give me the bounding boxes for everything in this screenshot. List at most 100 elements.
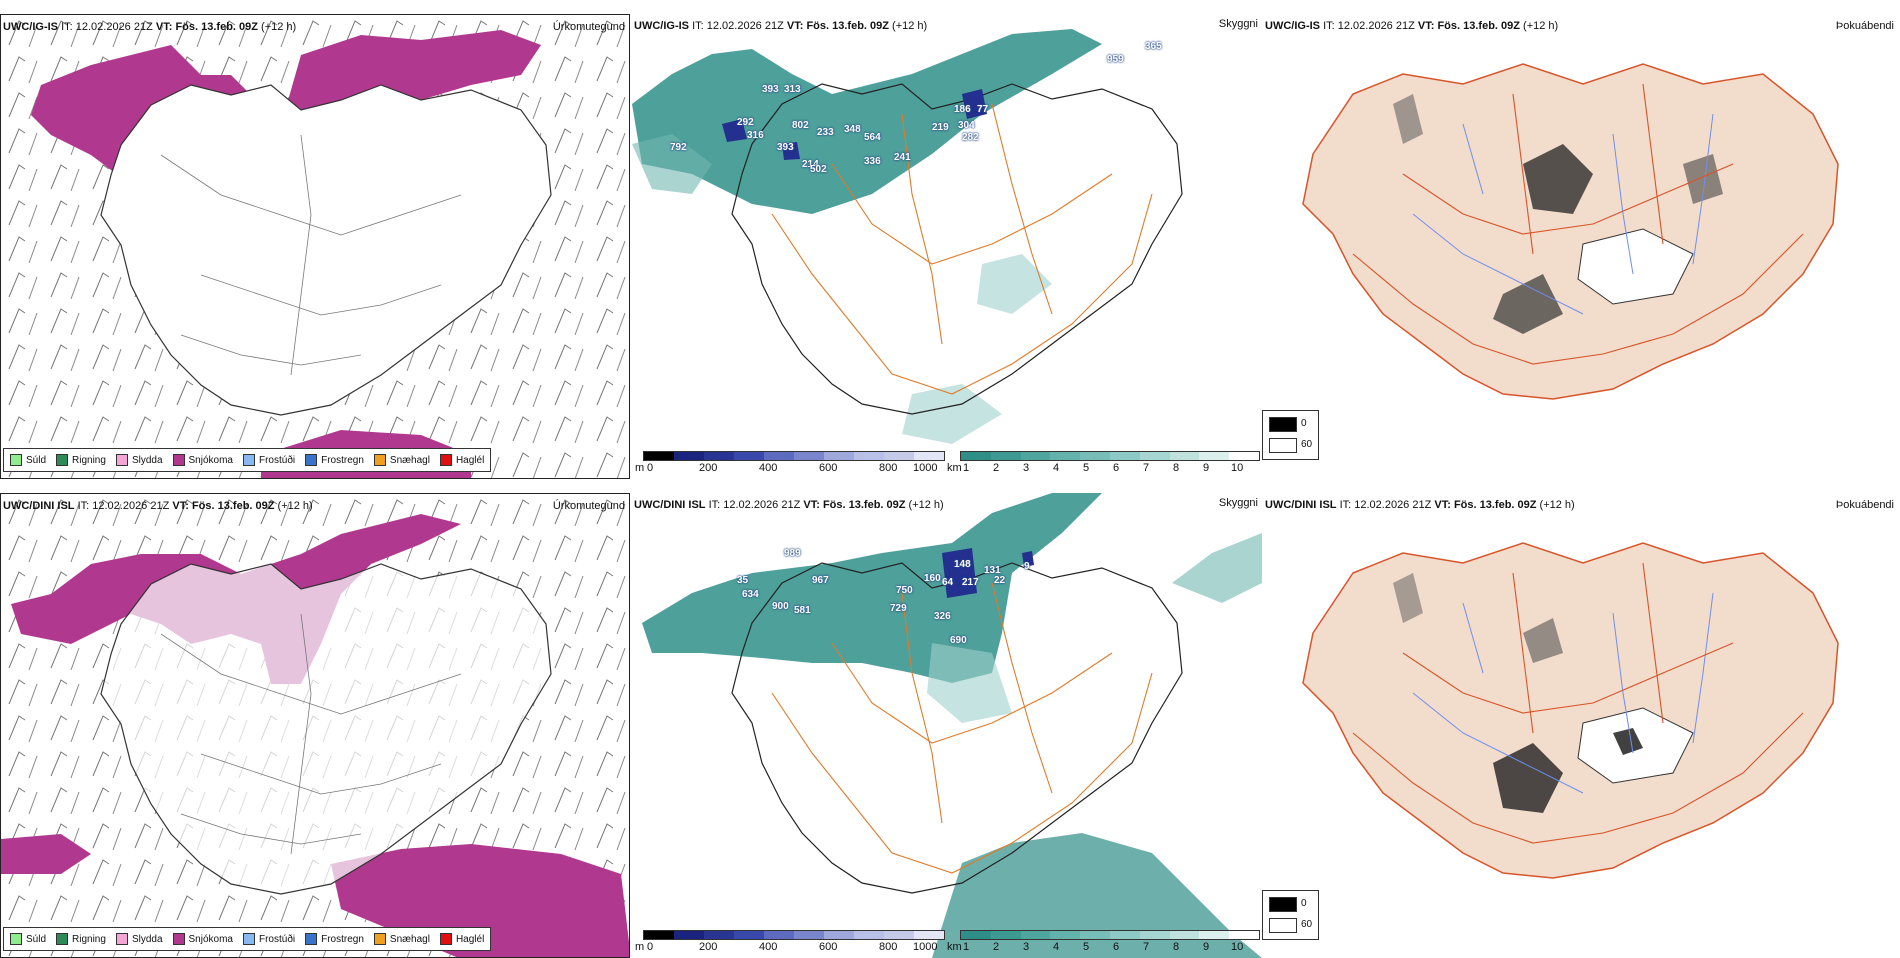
legend-swatch bbox=[242, 454, 255, 466]
panel-title: Skyggni bbox=[1218, 497, 1258, 509]
scale-tick: 3 bbox=[1023, 941, 1030, 953]
iceland-land bbox=[1302, 63, 1839, 400]
legend-label: Súld bbox=[26, 454, 47, 466]
fog-area bbox=[927, 643, 1012, 723]
visibility-value: 131 bbox=[984, 565, 1001, 576]
visibility-map bbox=[642, 493, 1262, 958]
snow-area bbox=[1, 834, 91, 874]
scale-tick: 1 bbox=[963, 462, 970, 474]
fog-blotch bbox=[1683, 154, 1723, 204]
fog-index-map bbox=[1302, 542, 1839, 879]
legend-item: Snjókoma bbox=[172, 933, 233, 945]
scale-tick: 800 bbox=[879, 941, 898, 953]
legend-swatch bbox=[115, 454, 128, 466]
fog-area bbox=[632, 134, 712, 194]
cloud-panel-row2: UWC/DINI ISL IT: 12.02.2026 21Z VT: Fös.… bbox=[1263, 493, 1900, 958]
precip-map bbox=[1, 15, 629, 478]
scale-tick: 10 bbox=[1231, 941, 1244, 953]
visibility-map bbox=[632, 29, 1183, 444]
scale-tick: 0 bbox=[647, 941, 654, 953]
precip-panel-row2: UWC/DINI ISL IT: 12.02.2026 21Z VT: Fös.… bbox=[0, 493, 630, 958]
scale-tick: 4 bbox=[1053, 462, 1060, 474]
fog-area bbox=[902, 384, 1002, 444]
iceland-land bbox=[1302, 542, 1839, 879]
scale-tick: 400 bbox=[759, 941, 778, 953]
fog-blotch bbox=[1613, 728, 1643, 755]
scale-tick: 8 bbox=[1173, 941, 1180, 953]
visibility-value: 393 bbox=[762, 84, 779, 95]
fog-blotch bbox=[1523, 618, 1563, 663]
visibility-scales: m 0 200 400 600 800 1000 km 1 2 3 4 5 6 … bbox=[635, 449, 1260, 477]
visibility-value: 336 bbox=[864, 156, 881, 167]
panel-header: UWC/DINI ISL IT: 12.02.2026 21Z VT: Fös.… bbox=[3, 500, 313, 512]
scale-unit-m: m bbox=[635, 941, 645, 953]
glacier-white bbox=[1577, 228, 1694, 305]
legend-swatch bbox=[10, 933, 22, 945]
visibility-value: 634 bbox=[742, 589, 759, 600]
legend-item: Haglél bbox=[439, 933, 485, 945]
fog-legend-dark bbox=[1269, 897, 1297, 912]
legend-swatch bbox=[172, 933, 185, 945]
fog-area bbox=[632, 29, 1102, 214]
legend-swatch bbox=[305, 933, 318, 945]
legend-label: Rigning bbox=[72, 454, 106, 466]
panel-title: Úrkomutegund bbox=[552, 21, 625, 33]
legend-item: Snæhagl bbox=[373, 933, 430, 945]
fog-area bbox=[932, 833, 1262, 958]
legend-swatch bbox=[242, 933, 255, 945]
visibility-value: 77 bbox=[977, 104, 989, 115]
fog-legend-label: 60 bbox=[1301, 439, 1313, 450]
iceland-outline bbox=[100, 563, 552, 895]
visibility-value: 959 bbox=[1107, 54, 1124, 65]
panel-header: UWC/IG-IS IT: 12.02.2026 21Z VT: Fös. 13… bbox=[634, 20, 928, 32]
visibility-value: 393 bbox=[777, 142, 794, 153]
scale-tick: 200 bbox=[699, 941, 718, 953]
visibility-value: 967 bbox=[812, 575, 829, 586]
legend-label: Haglél bbox=[455, 933, 485, 945]
visibility-panel-row2: UWC/DINI ISL IT: 12.02.2026 21Z VT: Fös.… bbox=[632, 493, 1262, 958]
fog-legend-label: 60 bbox=[1301, 919, 1313, 930]
precip-panel-row1: UWC/IG-IS IT: 12.02.2026 21Z VT: Fös. 13… bbox=[0, 14, 630, 479]
fog-legend-label: 0 bbox=[1301, 898, 1307, 909]
legend-label: Frostregn bbox=[321, 454, 364, 466]
visibility-value: 22 bbox=[994, 575, 1006, 586]
fog-legend-row1: 0 60 bbox=[1262, 410, 1319, 460]
scale-tick: 1000 bbox=[913, 941, 938, 953]
river-lines bbox=[1412, 592, 1714, 794]
legend-item: Frostúði bbox=[242, 454, 296, 466]
fog-blotch bbox=[1393, 573, 1423, 623]
fog-blotch bbox=[1523, 144, 1593, 214]
visibility-panel-row1: UWC/IG-IS IT: 12.02.2026 21Z VT: Fös. 13… bbox=[632, 14, 1262, 479]
legend-label: Snæhagl bbox=[389, 454, 430, 466]
scale-tick: 5 bbox=[1083, 462, 1090, 474]
legend-item: Slydda bbox=[115, 933, 163, 945]
fog-blotch bbox=[1493, 274, 1563, 334]
visibility-value: 282 bbox=[962, 132, 979, 143]
low-vis-spots bbox=[942, 548, 1034, 598]
panel-title: Þokuábendi bbox=[1835, 20, 1894, 32]
legend-label: Frostúði bbox=[258, 454, 296, 466]
legend-swatch bbox=[305, 454, 318, 466]
scale-tick: 7 bbox=[1143, 941, 1150, 953]
visibility-value: 792 bbox=[670, 142, 687, 153]
scale-tick: 600 bbox=[819, 462, 838, 474]
legend-swatch bbox=[439, 933, 452, 945]
visibility-value: 326 bbox=[934, 611, 951, 622]
scale-tick: 1 bbox=[963, 941, 970, 953]
scale-unit-km: km bbox=[947, 462, 962, 474]
scale-unit-km: km bbox=[947, 941, 962, 953]
legend-item: Snæhagl bbox=[373, 454, 430, 466]
legend-swatch bbox=[439, 454, 452, 466]
panel-title: Þokuábendi bbox=[1835, 499, 1894, 511]
scale-tick: 200 bbox=[699, 462, 718, 474]
legend-swatch bbox=[373, 933, 386, 945]
iceland-outline bbox=[100, 84, 552, 416]
road-network bbox=[771, 103, 1153, 395]
cloud-panel-row1: UWC/IG-IS IT: 12.02.2026 21Z VT: Fös. 13… bbox=[1263, 14, 1900, 479]
road-lines bbox=[160, 613, 462, 855]
legend-label: Slydda bbox=[131, 933, 163, 945]
scale-tick: 2 bbox=[993, 462, 1000, 474]
scale-tick: 9 bbox=[1203, 941, 1210, 953]
legend-label: Rigning bbox=[72, 933, 106, 945]
visibility-value: 750 bbox=[896, 585, 913, 596]
